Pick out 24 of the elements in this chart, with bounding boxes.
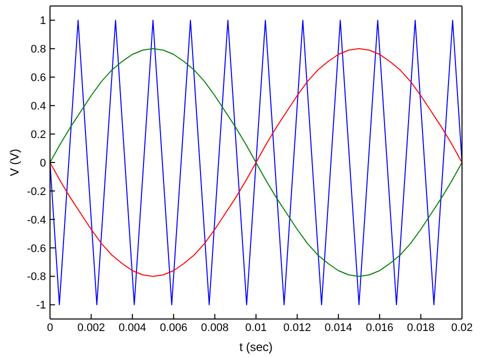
x-tick-label: 0.02 [451, 322, 473, 334]
x-tick-label: 0.016 [366, 322, 394, 334]
x-tick-label: 0.012 [283, 322, 311, 334]
y-tick-label: -0.4 [27, 214, 46, 226]
x-axis-title: t (sec) [239, 340, 273, 354]
y-tick-label: -0.6 [27, 242, 46, 255]
y-tick-label: -0.2 [27, 186, 46, 198]
x-tick-label: 0.008 [201, 322, 229, 334]
x-tick-label: 0.014 [324, 322, 352, 334]
y-tick-label: 0.6 [30, 72, 46, 84]
x-tick-label: 0.01 [245, 322, 267, 334]
y-tick-label: 0.8 [30, 44, 46, 56]
y-tick-label: 0 [40, 157, 46, 170]
y-tick-label: -1 [36, 300, 46, 312]
y-tick-label: -0.8 [27, 271, 46, 284]
y-tick-label: 1 [40, 15, 46, 28]
line-series [50, 48, 462, 277]
x-tick-label: 0.006 [160, 322, 188, 334]
x-tick-label: 0.018 [407, 322, 435, 334]
y-tick-label: 0.2 [30, 128, 46, 141]
x-tick-label: 0.004 [118, 322, 146, 334]
y-tick-label: 0.4 [30, 100, 46, 112]
y-axis-title: V (V) [7, 148, 22, 176]
x-tick-label: 0.002 [77, 322, 105, 334]
